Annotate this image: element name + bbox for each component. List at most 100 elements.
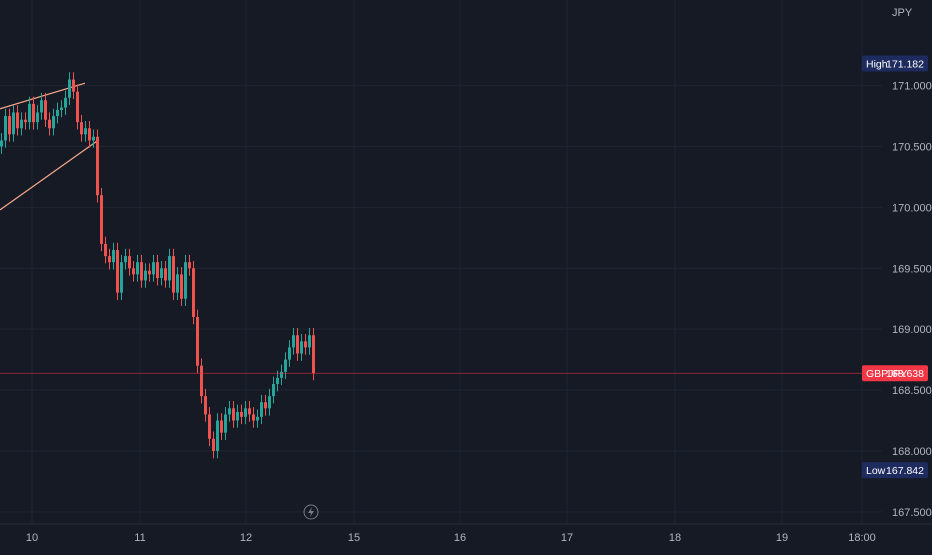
last-price-badge-label: GBPJPY bbox=[866, 368, 907, 380]
candle-body bbox=[296, 335, 299, 354]
candle-body bbox=[280, 371, 283, 378]
candle-body bbox=[32, 103, 35, 123]
candle-body bbox=[276, 377, 279, 384]
candle-body bbox=[192, 268, 195, 317]
candle-body bbox=[64, 97, 67, 108]
candle-body bbox=[112, 250, 115, 263]
candle-body bbox=[284, 359, 287, 372]
low-badge-bg bbox=[862, 462, 928, 479]
candle-body bbox=[308, 335, 311, 348]
y-tick-label: 167.500 bbox=[892, 507, 932, 519]
candle-body bbox=[44, 100, 47, 120]
candle-body bbox=[260, 402, 263, 417]
candle-body bbox=[24, 119, 27, 123]
candle-body bbox=[72, 79, 75, 92]
trendline-lower[interactable] bbox=[0, 139, 99, 211]
x-tick-label: 11 bbox=[134, 532, 145, 544]
candle-body bbox=[16, 112, 19, 129]
candle-body bbox=[12, 112, 15, 135]
y-tick-label: 168.500 bbox=[892, 385, 932, 397]
candle-body bbox=[84, 128, 87, 135]
candle-body bbox=[304, 341, 307, 348]
candle-body bbox=[28, 103, 31, 123]
candle-body bbox=[240, 411, 243, 417]
candle-body bbox=[56, 109, 59, 117]
x-tick-label: 15 bbox=[348, 532, 360, 544]
candle-body bbox=[208, 414, 211, 439]
candle-body bbox=[176, 274, 179, 293]
candle-body bbox=[132, 268, 135, 275]
candle-body bbox=[0, 140, 3, 147]
candle-body bbox=[172, 256, 175, 293]
low-badge: Low 167.842 bbox=[862, 462, 928, 479]
candle-body bbox=[104, 243, 107, 257]
x-tick-label: 19 bbox=[776, 532, 788, 544]
candle-body bbox=[160, 268, 163, 279]
price-axis[interactable]: 171.000 170.500 170.000 169.500 169.000 168.5… bbox=[892, 7, 932, 519]
low-badge-label: Low bbox=[866, 465, 886, 477]
high-badge-value: 171.182 bbox=[886, 58, 924, 70]
candle-body bbox=[68, 79, 71, 98]
candle-body bbox=[256, 416, 259, 421]
candle-body bbox=[8, 116, 11, 135]
candle-body bbox=[100, 195, 103, 244]
candle-body bbox=[156, 262, 159, 279]
candle-body bbox=[268, 396, 271, 409]
lightning-icon-ring bbox=[303, 504, 319, 520]
candle-body bbox=[144, 270, 147, 281]
high-badge-bg bbox=[862, 55, 928, 72]
candle-body bbox=[224, 414, 227, 433]
y-tick-label: 170.000 bbox=[892, 202, 932, 214]
candle-body bbox=[40, 100, 43, 113]
y-tick-label: 170.500 bbox=[892, 142, 932, 154]
x-tick-label: 18:00 bbox=[848, 532, 876, 544]
candle-body bbox=[312, 335, 315, 374]
candle-body bbox=[264, 402, 267, 409]
y-tick-label: 169.500 bbox=[892, 263, 932, 275]
candle-body bbox=[52, 116, 55, 129]
candle-body bbox=[164, 268, 167, 281]
candle-body bbox=[272, 383, 275, 397]
y-tick-label: 171.000 bbox=[892, 81, 932, 93]
lightning-icon[interactable] bbox=[303, 504, 319, 520]
candle-body bbox=[188, 262, 191, 269]
candle-body bbox=[152, 262, 155, 275]
last-price-badge-bg bbox=[862, 365, 928, 382]
candle-body bbox=[124, 256, 127, 263]
candle-body bbox=[148, 270, 151, 275]
candle-body bbox=[196, 316, 199, 366]
candle-body bbox=[80, 122, 83, 135]
x-tick-label: 18 bbox=[669, 532, 681, 544]
candle-body bbox=[136, 262, 139, 275]
x-tick-label: 16 bbox=[454, 532, 466, 544]
lightning-icon-bolt bbox=[308, 507, 314, 517]
last-price-badge-value: 168.638 bbox=[886, 368, 924, 380]
candles bbox=[0, 72, 315, 459]
candle-body bbox=[220, 420, 223, 433]
candle-body bbox=[36, 112, 39, 123]
candle-body bbox=[248, 408, 251, 415]
candle-body bbox=[88, 128, 91, 141]
currency-label: JPY bbox=[892, 7, 913, 19]
time-axis[interactable]: 10 11 12 15 16 17 18 19 18:00 bbox=[0, 504, 932, 544]
candle-body bbox=[168, 256, 171, 281]
candle-body bbox=[4, 116, 7, 141]
candle-body bbox=[60, 107, 63, 110]
candle-body bbox=[288, 347, 291, 360]
candle-body bbox=[252, 414, 255, 421]
candle-body bbox=[236, 411, 239, 421]
candle-body bbox=[228, 408, 231, 415]
candle-body bbox=[48, 119, 51, 129]
candle-body bbox=[184, 262, 187, 299]
candle-body bbox=[212, 438, 215, 451]
candle-body bbox=[232, 408, 235, 421]
x-tick-label: 10 bbox=[26, 532, 38, 544]
candle-body bbox=[300, 341, 303, 354]
candle-body bbox=[20, 119, 23, 129]
candle-body bbox=[204, 396, 207, 415]
